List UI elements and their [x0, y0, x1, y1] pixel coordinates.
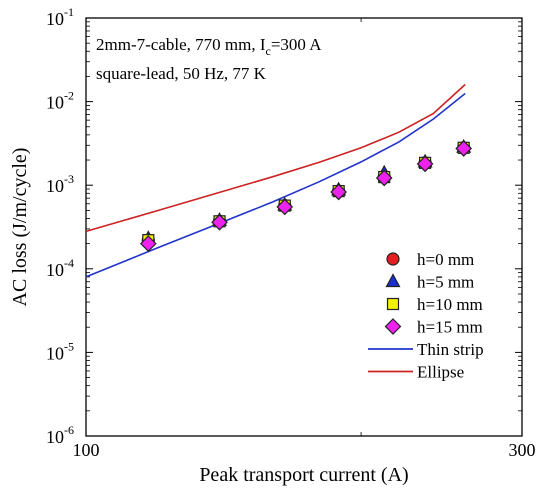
plot-frame — [85, 17, 523, 437]
y-tick-labels: 10-6 10-5 10-4 10-3 10-2 10-1 — [46, 5, 74, 447]
data-point-h-15-mm — [276, 198, 294, 216]
legend-label-h-15-mm: h=15 mm — [417, 318, 483, 337]
annotation-line-2: square-lead, 50 Hz, 77 K — [96, 64, 267, 83]
legend-label-h-0-mm: h=0 mm — [417, 250, 474, 269]
legend: h=0 mm h=5 mm h=10 mm h=15 mm Thin strip Elli… — [368, 250, 484, 382]
x-tick-labels: 100 300 — [73, 440, 536, 460]
y-axis-label: AC loss (J/m/cycle) — [9, 148, 31, 307]
legend-label-h-10-mm: h=10 mm — [417, 295, 483, 314]
y-tick-label: 10-1 — [46, 5, 74, 29]
data-point-h-15-mm — [455, 140, 473, 157]
annotation-line-1: 2mm-7-cable, 770 mm, Ic=300 A — [96, 35, 322, 58]
y-tick-label: 10-2 — [46, 89, 74, 113]
data-point-h-15-mm — [211, 213, 228, 231]
series-line-ellipse — [85, 83, 466, 233]
legend-label-ellipse: Ellipse — [417, 363, 464, 382]
legend-symbol-h-5-mm — [385, 273, 401, 288]
legend-symbol-h-15-mm — [384, 318, 402, 335]
y-tick-label: 10-4 — [46, 256, 74, 280]
data-point-h-15-mm — [139, 235, 157, 252]
series-line-thin-strip — [85, 92, 466, 278]
series-markers — [139, 138, 473, 252]
series-lines — [85, 83, 466, 278]
x-tick-label: 300 — [509, 440, 536, 460]
legend-symbol-h-10-mm — [386, 297, 400, 311]
y-tick-label: 10-3 — [46, 172, 74, 196]
data-point-h-15-mm — [416, 155, 434, 173]
tick-marks — [86, 17, 522, 437]
legend-label-h-5-mm: h=5 mm — [417, 273, 474, 292]
data-point-h-15-mm — [330, 183, 347, 201]
legend-symbol-h-0-mm — [386, 252, 400, 266]
legend-label-thin-strip: Thin strip — [417, 340, 484, 359]
x-tick-label: 100 — [73, 440, 100, 460]
y-tick-label: 10-6 — [46, 423, 74, 447]
x-axis-label: Peak transport current (A) — [199, 464, 408, 486]
y-tick-label: 10-5 — [46, 339, 74, 363]
data-point-h-15-mm — [375, 169, 393, 187]
